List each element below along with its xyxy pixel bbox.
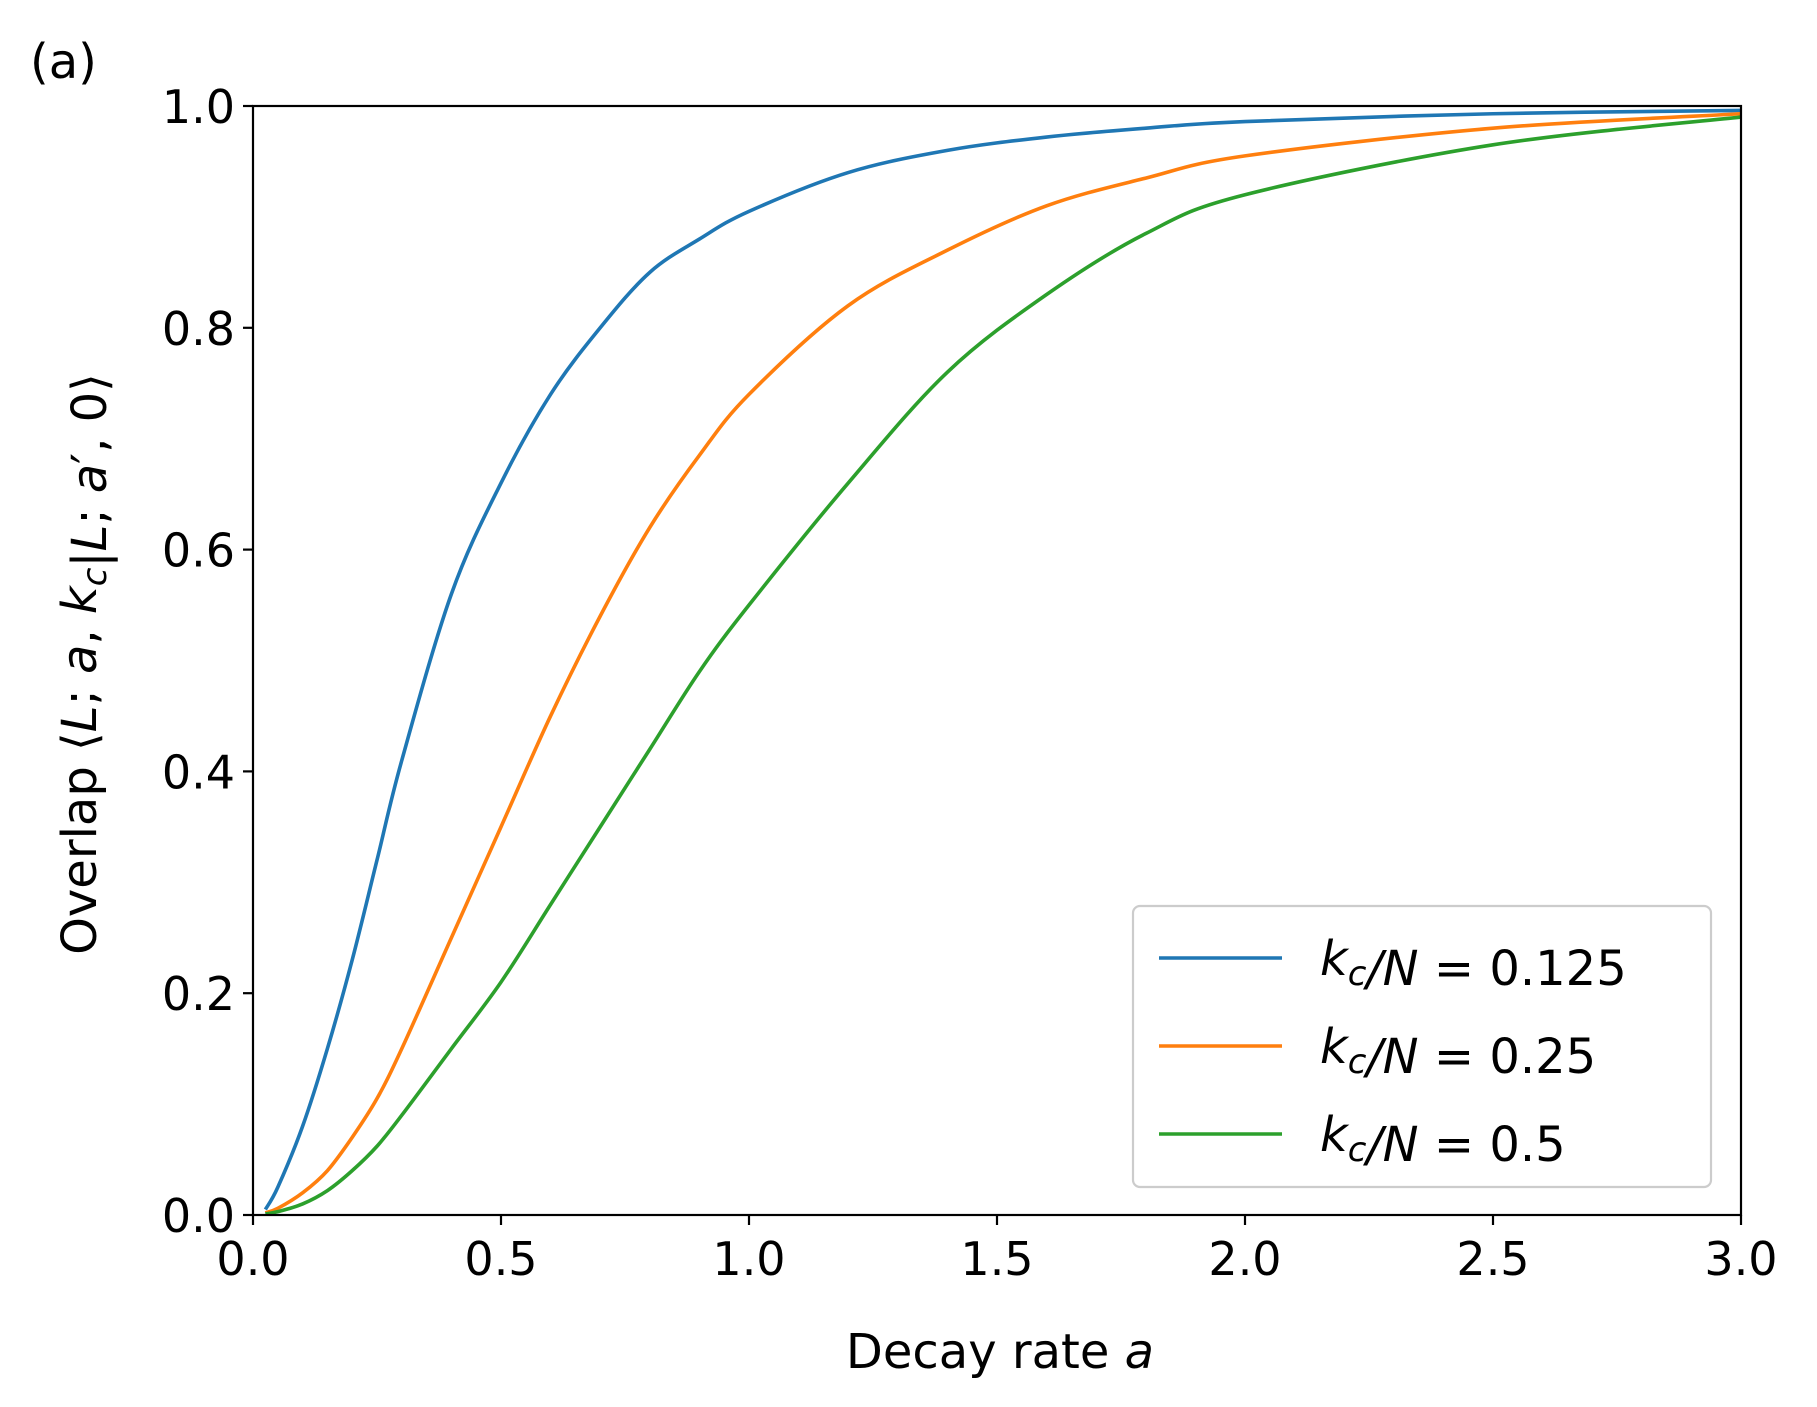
label-part: L [62, 525, 118, 552]
label-part: c [1348, 954, 1367, 994]
label-part: Decay rate [846, 1324, 1125, 1380]
y-tick-label: 0.0 [162, 1189, 235, 1243]
x-tick-label: 1.5 [960, 1232, 1033, 1286]
label-part: /N [1363, 1117, 1419, 1173]
legend-box [1131, 904, 1713, 1189]
x-tick-label: 1.0 [712, 1232, 785, 1286]
panel-label: (a) [30, 34, 97, 90]
legend-label: kc/N = 0.25 [1320, 1019, 1596, 1085]
y-tick-label: 0.4 [162, 745, 235, 799]
label-part: k [1320, 1107, 1350, 1163]
x-tick-label: 3.0 [1704, 1232, 1777, 1286]
label-part: ; [52, 674, 108, 705]
plot-area [263, 108, 1742, 1216]
label-part: /N [1363, 1029, 1419, 1085]
label-part: = 0.125 [1419, 941, 1627, 997]
y-tick-label: 0.8 [162, 302, 235, 356]
label-part: k [1320, 1019, 1350, 1075]
label-part: k [52, 584, 108, 614]
label-part: Overlap ⟨ [52, 732, 108, 955]
label-part: = 0.5 [1419, 1117, 1566, 1173]
series-line-2 [264, 111, 1742, 1215]
label-part: = 0.25 [1419, 1029, 1597, 1085]
y-tick-label: 0.6 [162, 524, 235, 578]
x-axis: 0.0 0.5 1.0 1.5 2.0 2.5 3.0 [216, 1215, 1778, 1286]
y-axis-label: Overlap ⟨L; a, kc|L; a′, 0⟩ [52, 373, 118, 955]
series-line-3 [265, 115, 1742, 1216]
label-part: c [1348, 1042, 1367, 1082]
label-part: a [1125, 1324, 1154, 1380]
label-part: k [1320, 931, 1350, 987]
label-part: | [62, 551, 118, 567]
y-axis: 0.0 0.2 0.4 0.6 0.8 1.0 [162, 80, 253, 1243]
x-tick-label: 0.5 [464, 1232, 537, 1286]
y-tick-label: 1.0 [162, 80, 235, 134]
label-part: ′, 0⟩ [62, 373, 118, 464]
x-tick-label: 2.5 [1456, 1232, 1529, 1286]
label-part: ; [62, 493, 118, 524]
label-part: c [1348, 1130, 1367, 1170]
legend-label: kc/N = 0.5 [1320, 1107, 1566, 1173]
label-part: /N [1363, 941, 1419, 997]
label-part: a [52, 645, 108, 674]
label-part: , [52, 614, 108, 645]
x-tick-label: 0.0 [216, 1232, 289, 1286]
label-part: c [75, 567, 115, 586]
legend-label: kc/N = 0.125 [1320, 931, 1627, 997]
x-tick-label: 2.0 [1208, 1232, 1281, 1286]
label-part: L [52, 705, 108, 732]
y-tick-label: 0.2 [162, 967, 235, 1021]
series-line-1 [263, 108, 1742, 1211]
label-part: a [62, 464, 118, 493]
x-axis-label: Decay rate a [846, 1324, 1154, 1380]
